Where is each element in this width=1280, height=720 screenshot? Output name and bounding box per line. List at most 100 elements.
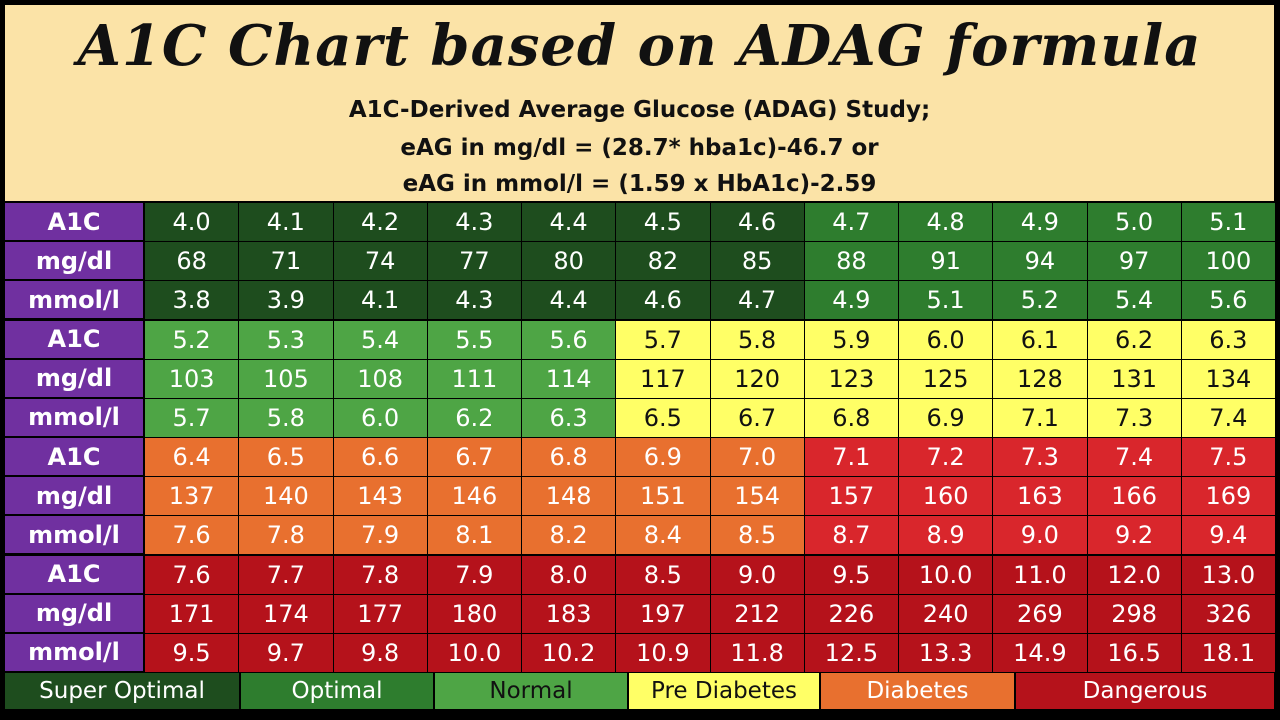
table-cell-mmol: 9.5 [144, 632, 240, 673]
table-cell-mmol: 5.1 [898, 280, 994, 321]
legend-item-diabetes: Diabetes [820, 672, 1015, 710]
table-cell-mgdl: 97 [1086, 241, 1182, 282]
row-label-a1c: A1C [4, 554, 144, 594]
table-cell-mgdl: 114 [521, 358, 617, 399]
table-cell-mmol: 4.3 [426, 280, 522, 321]
row-label-mgdl: mg/dl [4, 358, 144, 398]
table-cell-mgdl: 212 [709, 593, 805, 634]
table-cell-mmol: 9.8 [332, 632, 428, 673]
chart-header: A1C Chart based on ADAG formula A1C-Deri… [4, 4, 1275, 202]
table-cell-a1c: 7.9 [426, 554, 522, 595]
table-cell-a1c: 6.2 [1086, 319, 1182, 360]
table-cell-mgdl: 169 [1180, 476, 1276, 517]
table-cell-a1c: 7.0 [709, 437, 805, 478]
table-cell-mgdl: 163 [992, 476, 1088, 517]
table-cell-a1c: 7.4 [1086, 437, 1182, 478]
chart-title: A1C Chart based on ADAG formula [77, 13, 1202, 79]
table-cell-mmol: 13.3 [898, 632, 994, 673]
table-cell-a1c: 5.8 [709, 319, 805, 360]
table-cell-a1c: 5.6 [521, 319, 617, 360]
table-cell-a1c: 4.3 [426, 202, 522, 243]
table-cell-a1c: 5.3 [238, 319, 334, 360]
table-cell-a1c: 5.4 [332, 319, 428, 360]
table-cell-mgdl: 82 [615, 241, 711, 282]
table-cell-mmol: 16.5 [1086, 632, 1182, 673]
table-cell-mmol: 8.2 [521, 515, 617, 556]
table-cell-mmol: 5.6 [1180, 280, 1276, 321]
table-cell-mgdl: 154 [709, 476, 805, 517]
table-cell-mgdl: 125 [898, 358, 994, 399]
table-cell-mmol: 9.4 [1180, 515, 1276, 556]
table-cell-a1c: 9.0 [709, 554, 805, 595]
table-cell-mmol: 4.6 [615, 280, 711, 321]
table-cell-mgdl: 166 [1086, 476, 1182, 517]
table-cell-mgdl: 174 [238, 593, 334, 634]
table-cell-mmol: 6.9 [898, 397, 994, 438]
table-cell-a1c: 4.9 [992, 202, 1088, 243]
table-cell-mmol: 7.3 [1086, 397, 1182, 438]
table-cell-a1c: 4.8 [898, 202, 994, 243]
table-cell-mgdl: 137 [144, 476, 240, 517]
table-cell-mmol: 4.9 [803, 280, 899, 321]
table-cell-mmol: 7.9 [332, 515, 428, 556]
table-cell-mmol: 7.8 [238, 515, 334, 556]
legend: Super Optimal Optimal Normal Pre Diabetes Di… [4, 672, 1275, 710]
legend-item-pre-diabetes: Pre Diabetes [628, 672, 820, 710]
table-cell-mmol: 6.5 [615, 397, 711, 438]
table-cell-a1c: 9.5 [803, 554, 899, 595]
row-label-mgdl: mg/dl [4, 241, 144, 281]
row-label-mgdl: mg/dl [4, 593, 144, 633]
table-cell-a1c: 4.1 [238, 202, 334, 243]
table-cell-a1c: 5.9 [803, 319, 899, 360]
table-cell-mgdl: 146 [426, 476, 522, 517]
table-cell-mmol: 18.1 [1180, 632, 1276, 673]
table-cell-mgdl: 71 [238, 241, 334, 282]
row-label-a1c: A1C [4, 319, 144, 359]
table-cell-a1c: 8.5 [615, 554, 711, 595]
chart-frame: A1C Chart based on ADAG formula A1C-Deri… [4, 4, 1276, 714]
legend-item-dangerous: Dangerous [1015, 672, 1275, 710]
table-cell-mmol: 9.2 [1086, 515, 1182, 556]
table-cell-a1c: 6.6 [332, 437, 428, 478]
table-cell-a1c: 6.0 [898, 319, 994, 360]
table-cell-mmol: 7.4 [1180, 397, 1276, 438]
table-cell-mmol: 6.0 [332, 397, 428, 438]
table-cell-mgdl: 131 [1086, 358, 1182, 399]
table-cell-mgdl: 143 [332, 476, 428, 517]
table-cell-mmol: 8.7 [803, 515, 899, 556]
table-cell-mmol: 6.7 [709, 397, 805, 438]
table-cell-mmol: 7.1 [992, 397, 1088, 438]
table-cell-mgdl: 197 [615, 593, 711, 634]
table-cell-mmol: 5.2 [992, 280, 1088, 321]
table-cell-mmol: 8.9 [898, 515, 994, 556]
table-cell-mgdl: 108 [332, 358, 428, 399]
table-cell-a1c: 5.2 [144, 319, 240, 360]
table-cell-mgdl: 120 [709, 358, 805, 399]
table-cell-mgdl: 103 [144, 358, 240, 399]
subtitle-formula-mmol: eAG in mmol/l = (1.59 x HbA1c)-2.59 [402, 171, 877, 197]
table-cell-mmol: 8.5 [709, 515, 805, 556]
table-cell-mmol: 11.8 [709, 632, 805, 673]
legend-item-optimal: Optimal [240, 672, 434, 710]
table-cell-mmol: 7.6 [144, 515, 240, 556]
table-cell-a1c: 6.3 [1180, 319, 1276, 360]
table-cell-a1c: 10.0 [898, 554, 994, 595]
legend-item-super-optimal: Super Optimal [4, 672, 240, 710]
table-cell-mgdl: 298 [1086, 593, 1182, 634]
table-cell-mgdl: 85 [709, 241, 805, 282]
table-cell-mmol: 10.2 [521, 632, 617, 673]
table-cell-mgdl: 269 [992, 593, 1088, 634]
table-cell-a1c: 7.5 [1180, 437, 1276, 478]
table-cell-a1c: 6.4 [144, 437, 240, 478]
table-cell-mgdl: 123 [803, 358, 899, 399]
table-cell-mmol: 5.7 [144, 397, 240, 438]
table-cell-mgdl: 157 [803, 476, 899, 517]
table-cell-a1c: 7.1 [803, 437, 899, 478]
table-cell-mgdl: 240 [898, 593, 994, 634]
table-cell-a1c: 7.2 [898, 437, 994, 478]
table-cell-mgdl: 177 [332, 593, 428, 634]
table-cell-a1c: 7.7 [238, 554, 334, 595]
table-cell-mmol: 14.9 [992, 632, 1088, 673]
table-cell-mgdl: 180 [426, 593, 522, 634]
table-cell-mgdl: 183 [521, 593, 617, 634]
